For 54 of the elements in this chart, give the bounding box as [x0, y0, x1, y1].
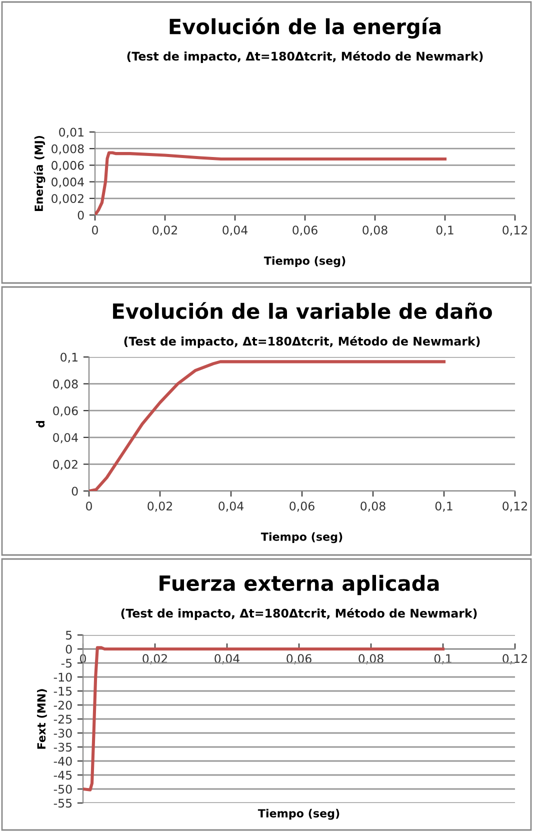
y-tick-label: 0,002 [52, 194, 84, 204]
y-axis-title: Fext (MN) [37, 689, 47, 749]
y-tick-label: 0,08 [53, 380, 78, 390]
y-tick-label: 5 [66, 630, 72, 640]
y-tick-label: -45 [54, 770, 72, 780]
y-axis-title: d [36, 420, 45, 428]
chart-title: Fuerza externa aplicada [160, 574, 439, 596]
x-tick-label: 0 [92, 226, 98, 235]
y-tick-label: 0,004 [52, 178, 84, 188]
x-tick-label: 0,04 [218, 502, 244, 512]
x-tick-label: 0,02 [148, 502, 172, 512]
line-series [89, 360, 446, 491]
y-tick-label: 0,04 [53, 433, 78, 444]
x-tick-label: 0 [86, 502, 92, 511]
x-tick-label: 0,04 [222, 226, 248, 236]
x-tick-label: 0,1 [436, 226, 454, 236]
y-tick-label: -20 [54, 700, 72, 710]
y-tick-label: 0,02 [53, 460, 78, 470]
x-tick-label: 0,08 [360, 502, 386, 512]
y-axis-title: Energía (MJ) [34, 136, 46, 211]
x-tick-label: 0,12 [502, 654, 527, 664]
chart-subtitle: (Test de impacto, Δt=180Δtcrit, Método de Newmark) [124, 336, 480, 348]
x-tick-label: 0,08 [362, 226, 388, 236]
y-tick-label: 0,1 [60, 352, 78, 363]
y-tick-label: -40 [54, 756, 72, 766]
y-tick-label: -35 [54, 742, 72, 752]
y-tick-label: 0,06 [53, 406, 78, 416]
y-tick-label: 0 [78, 210, 84, 220]
y-tick-label: 0,006 [52, 160, 84, 172]
y-tick-label: -25 [54, 714, 72, 724]
x-tick-label: 0,06 [290, 502, 314, 512]
x-tick-label: 0,12 [502, 226, 527, 236]
x-tick-label: 0,12 [502, 502, 527, 512]
x-tick-label: 0,02 [152, 226, 177, 236]
y-tick-label: 0,01 [59, 128, 84, 138]
y-tick-label: -50 [54, 784, 72, 794]
x-axis-title: Tiempo (seg) [264, 256, 346, 268]
y-tick-label: -10 [54, 672, 72, 682]
chart-subtitle: (Test de impacto, Δt=180Δtcrit, Método de Newmark) [121, 608, 477, 620]
chart-title: Evolución de la energía [170, 17, 440, 39]
line-series [95, 151, 447, 215]
y-tick-label: -5 [61, 658, 72, 668]
y-tick-label: 0 [66, 644, 72, 654]
chart-title: Evolución de la variable de daño [113, 302, 492, 320]
y-tick-label: -15 [54, 686, 72, 696]
y-tick-label: 0 [72, 486, 78, 496]
y-tick-label: -55 [54, 798, 72, 808]
x-tick-label: 0,1 [435, 502, 452, 512]
y-tick-label: 0,008 [52, 144, 84, 154]
y-tick-label: -30 [54, 728, 72, 738]
x-tick-label: 0,06 [292, 226, 318, 236]
x-axis-title: Tiempo (seg) [258, 808, 340, 820]
chart-subtitle: (Test de impacto, Δt=180Δtcrit, Método de Newmark) [127, 51, 483, 63]
x-axis-title: Tiempo (seg) [260, 532, 342, 544]
